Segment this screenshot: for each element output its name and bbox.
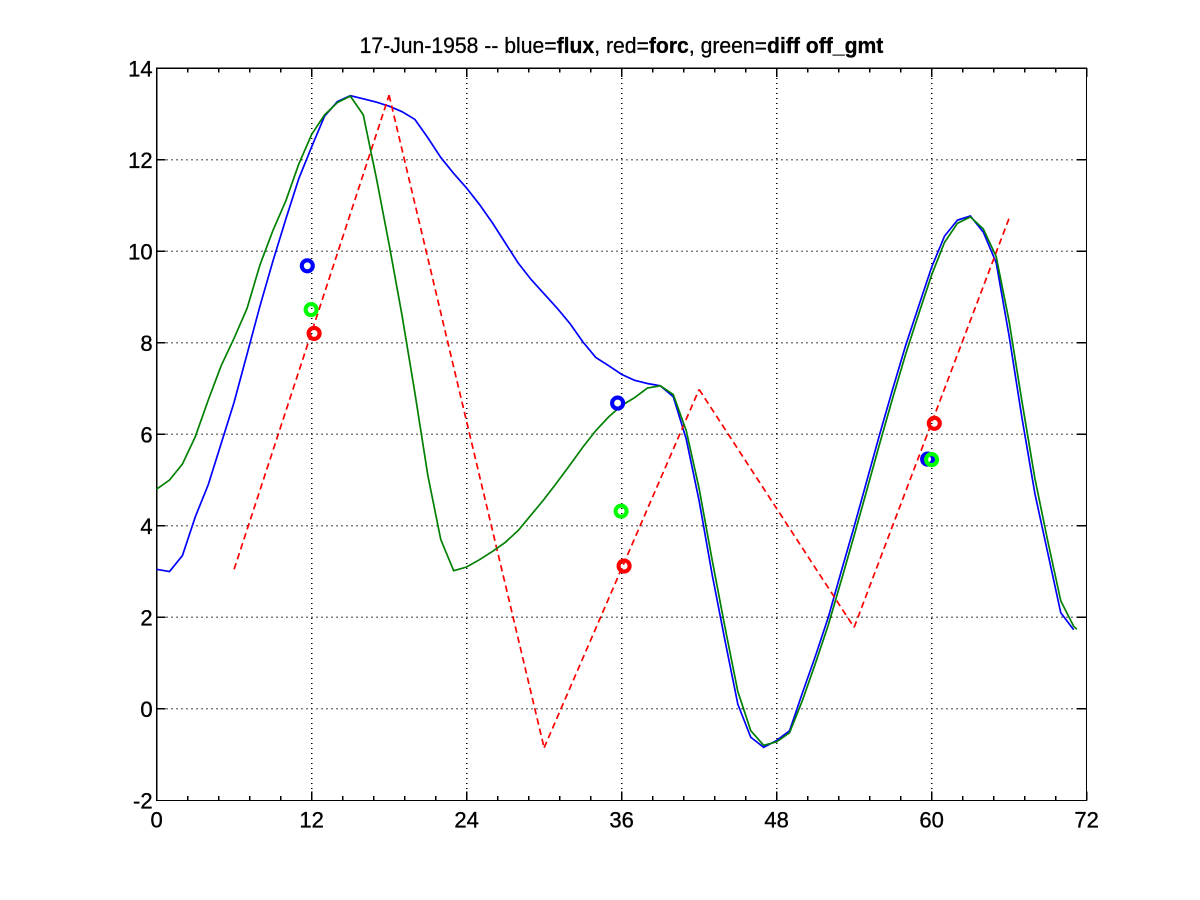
svg-text:12: 12 bbox=[128, 148, 152, 173]
svg-text:17-Jun-1958 -- blue=flux, red=: 17-Jun-1958 -- blue=flux, red=forc, gree… bbox=[360, 32, 884, 58]
svg-text:8: 8 bbox=[140, 331, 152, 356]
svg-text:2: 2 bbox=[140, 605, 152, 630]
svg-text:36: 36 bbox=[609, 807, 633, 832]
svg-text:24: 24 bbox=[454, 807, 478, 832]
svg-text:14: 14 bbox=[128, 56, 152, 81]
svg-text:6: 6 bbox=[140, 422, 152, 447]
svg-text:0: 0 bbox=[140, 697, 152, 722]
svg-text:10: 10 bbox=[128, 239, 152, 264]
svg-text:48: 48 bbox=[764, 807, 788, 832]
svg-text:0: 0 bbox=[150, 807, 162, 832]
svg-text:60: 60 bbox=[919, 807, 943, 832]
svg-text:12: 12 bbox=[299, 807, 323, 832]
svg-text:-2: -2 bbox=[133, 789, 153, 814]
svg-text:72: 72 bbox=[1074, 807, 1098, 832]
svg-text:4: 4 bbox=[140, 514, 152, 539]
